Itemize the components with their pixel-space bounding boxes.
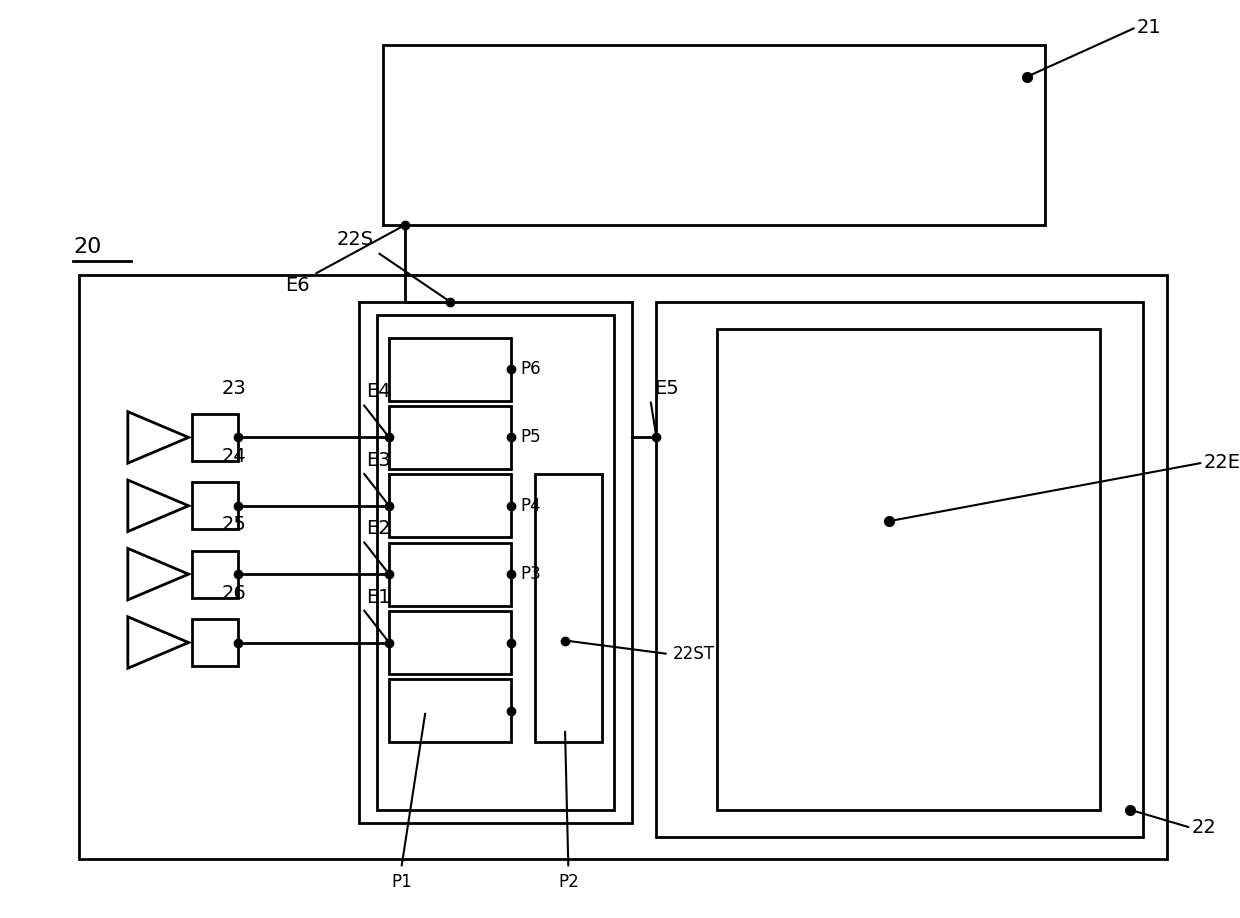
Bar: [358, 301, 632, 823]
Bar: [389, 611, 511, 674]
Text: E6: E6: [285, 276, 310, 296]
Text: E5: E5: [653, 379, 678, 397]
Bar: [192, 619, 238, 666]
Bar: [534, 475, 601, 743]
Text: P3: P3: [521, 565, 541, 583]
Bar: [192, 414, 238, 461]
Text: P4: P4: [521, 497, 541, 515]
Text: E1: E1: [366, 588, 391, 607]
Bar: [389, 543, 511, 606]
Text: 22S: 22S: [336, 230, 373, 250]
Text: 22E: 22E: [1203, 453, 1240, 472]
Text: P1: P1: [391, 873, 412, 890]
Text: 23: 23: [222, 378, 247, 397]
Bar: [377, 315, 614, 810]
Bar: [389, 406, 511, 469]
Text: P5: P5: [521, 429, 541, 446]
Bar: [656, 301, 1142, 837]
Bar: [79, 274, 1167, 859]
Bar: [389, 338, 511, 400]
Text: E3: E3: [366, 451, 391, 470]
Text: P6: P6: [521, 360, 541, 378]
Bar: [389, 679, 511, 743]
Text: E4: E4: [366, 383, 391, 401]
Bar: [383, 45, 1045, 225]
Text: P2: P2: [558, 873, 579, 890]
Text: 21: 21: [1136, 17, 1161, 37]
Text: 25: 25: [222, 515, 247, 534]
Text: 22ST: 22ST: [672, 645, 714, 663]
Text: E2: E2: [366, 520, 391, 538]
Text: 20: 20: [73, 237, 102, 256]
Bar: [389, 475, 511, 537]
Text: 24: 24: [222, 447, 247, 466]
Text: 22: 22: [1192, 818, 1216, 837]
Bar: [192, 482, 238, 529]
Bar: [192, 551, 238, 598]
Text: 26: 26: [222, 584, 247, 603]
Bar: [717, 329, 1100, 810]
